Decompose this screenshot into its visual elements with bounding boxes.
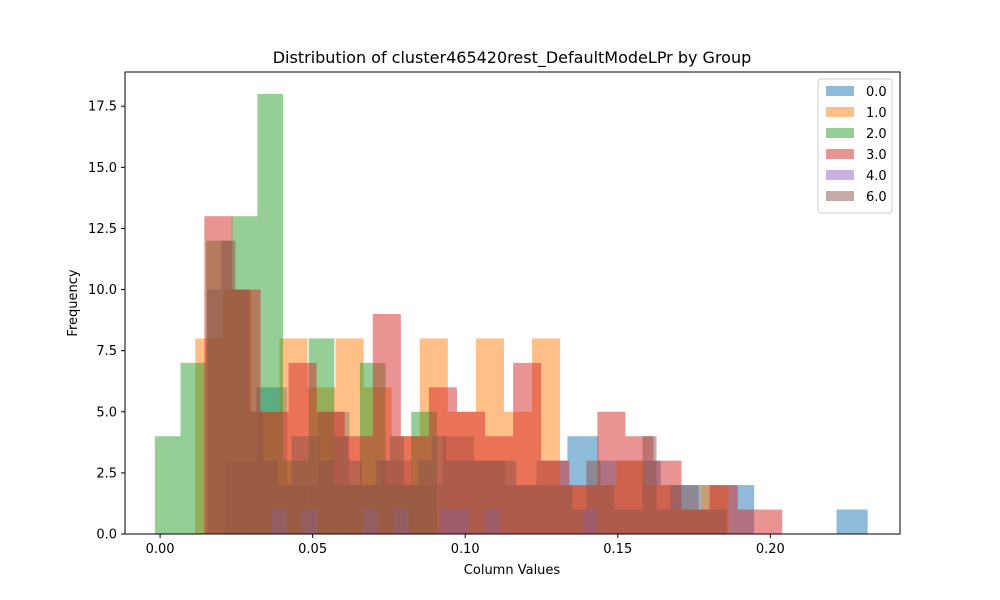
legend-swatch xyxy=(826,170,854,180)
histogram-bar xyxy=(572,509,587,534)
histogram-bar xyxy=(207,289,222,534)
legend-swatch xyxy=(826,107,854,117)
histogram-bar xyxy=(614,509,629,534)
histogram-bar xyxy=(235,289,250,534)
x-tick-label: 0.05 xyxy=(298,542,327,557)
series-6.0 xyxy=(207,240,727,535)
x-tick-label: 0.10 xyxy=(451,542,480,557)
histogram-bar xyxy=(263,460,278,534)
y-tick-label: 17.5 xyxy=(88,100,117,115)
histogram-bar xyxy=(305,436,320,534)
histogram-bar xyxy=(656,509,671,534)
histogram-bar xyxy=(347,460,362,534)
histogram-bar xyxy=(389,436,404,534)
y-tick-label: 7.5 xyxy=(96,344,117,359)
histogram-bar xyxy=(684,485,699,534)
histogram-bar xyxy=(628,509,643,534)
y-tick-label: 10.0 xyxy=(88,283,117,298)
histogram-bar xyxy=(445,460,461,534)
legend: 0.0 1.0 2.0 3.0 4.0 6.0 xyxy=(817,78,893,214)
histogram-bar xyxy=(333,436,348,534)
legend-label: 6.0 xyxy=(866,190,887,205)
histogram-bar xyxy=(544,485,559,534)
x-tick-label: 0.00 xyxy=(146,542,175,557)
histogram-bar xyxy=(403,485,418,534)
y-tick-label: 0.0 xyxy=(96,528,117,543)
histogram-bar xyxy=(154,436,181,534)
histogram-bar xyxy=(375,460,390,534)
y-tick-label: 2.5 xyxy=(96,466,117,481)
histogram-bar xyxy=(474,460,489,534)
histogram-bar xyxy=(836,509,868,534)
histogram-bar xyxy=(249,411,264,534)
legend-swatch xyxy=(826,149,854,159)
x-axis-label: Column Values xyxy=(464,563,561,578)
chart-title: Distribution of cluster465420rest_Defaul… xyxy=(273,48,752,68)
histogram-bar xyxy=(460,460,475,534)
y-axis-label: Frequency xyxy=(66,269,81,336)
legend-label: 4.0 xyxy=(866,169,887,184)
histogram-bar xyxy=(712,509,727,534)
histogram-bar xyxy=(600,485,615,534)
histogram-bar xyxy=(291,436,306,534)
x-tick-label: 0.15 xyxy=(603,542,632,557)
legend-swatch xyxy=(826,86,854,96)
histogram-bars xyxy=(154,94,868,535)
histogram-bar xyxy=(277,485,292,534)
histogram-bar xyxy=(488,460,503,534)
histogram-bar xyxy=(361,485,376,534)
y-tick-label: 15.0 xyxy=(88,161,117,176)
histogram-bar xyxy=(417,460,432,534)
legend-swatch xyxy=(826,128,854,138)
histogram-bar xyxy=(502,460,517,534)
histogram-bar xyxy=(586,460,601,534)
legend-label: 2.0 xyxy=(866,127,887,142)
histogram-bar xyxy=(180,362,207,534)
histogram-bar xyxy=(670,485,685,534)
legend-label: 0.0 xyxy=(866,85,887,100)
plot-frame xyxy=(124,71,901,535)
x-axis: 0.00 0.05 0.10 0.15 0.20 xyxy=(146,534,785,557)
legend-swatch xyxy=(826,191,854,201)
y-axis: 0.0 2.5 5.0 7.5 10.0 12.5 15.0 17.5 xyxy=(88,100,125,543)
y-tick-label: 5.0 xyxy=(96,405,117,420)
legend-label: 3.0 xyxy=(866,148,887,163)
histogram-bar xyxy=(698,509,713,534)
legend-label: 1.0 xyxy=(866,106,887,121)
histogram-bar xyxy=(221,240,236,535)
histogram-bar xyxy=(530,485,545,534)
histogram-bar xyxy=(319,460,334,534)
histogram-bar xyxy=(558,485,573,534)
histogram-bar xyxy=(516,485,531,534)
histogram-bar xyxy=(642,436,657,534)
histogram-bar xyxy=(431,436,446,534)
histogram-bar xyxy=(737,509,783,534)
x-tick-label: 0.20 xyxy=(756,542,785,557)
y-tick-label: 12.5 xyxy=(88,222,117,237)
